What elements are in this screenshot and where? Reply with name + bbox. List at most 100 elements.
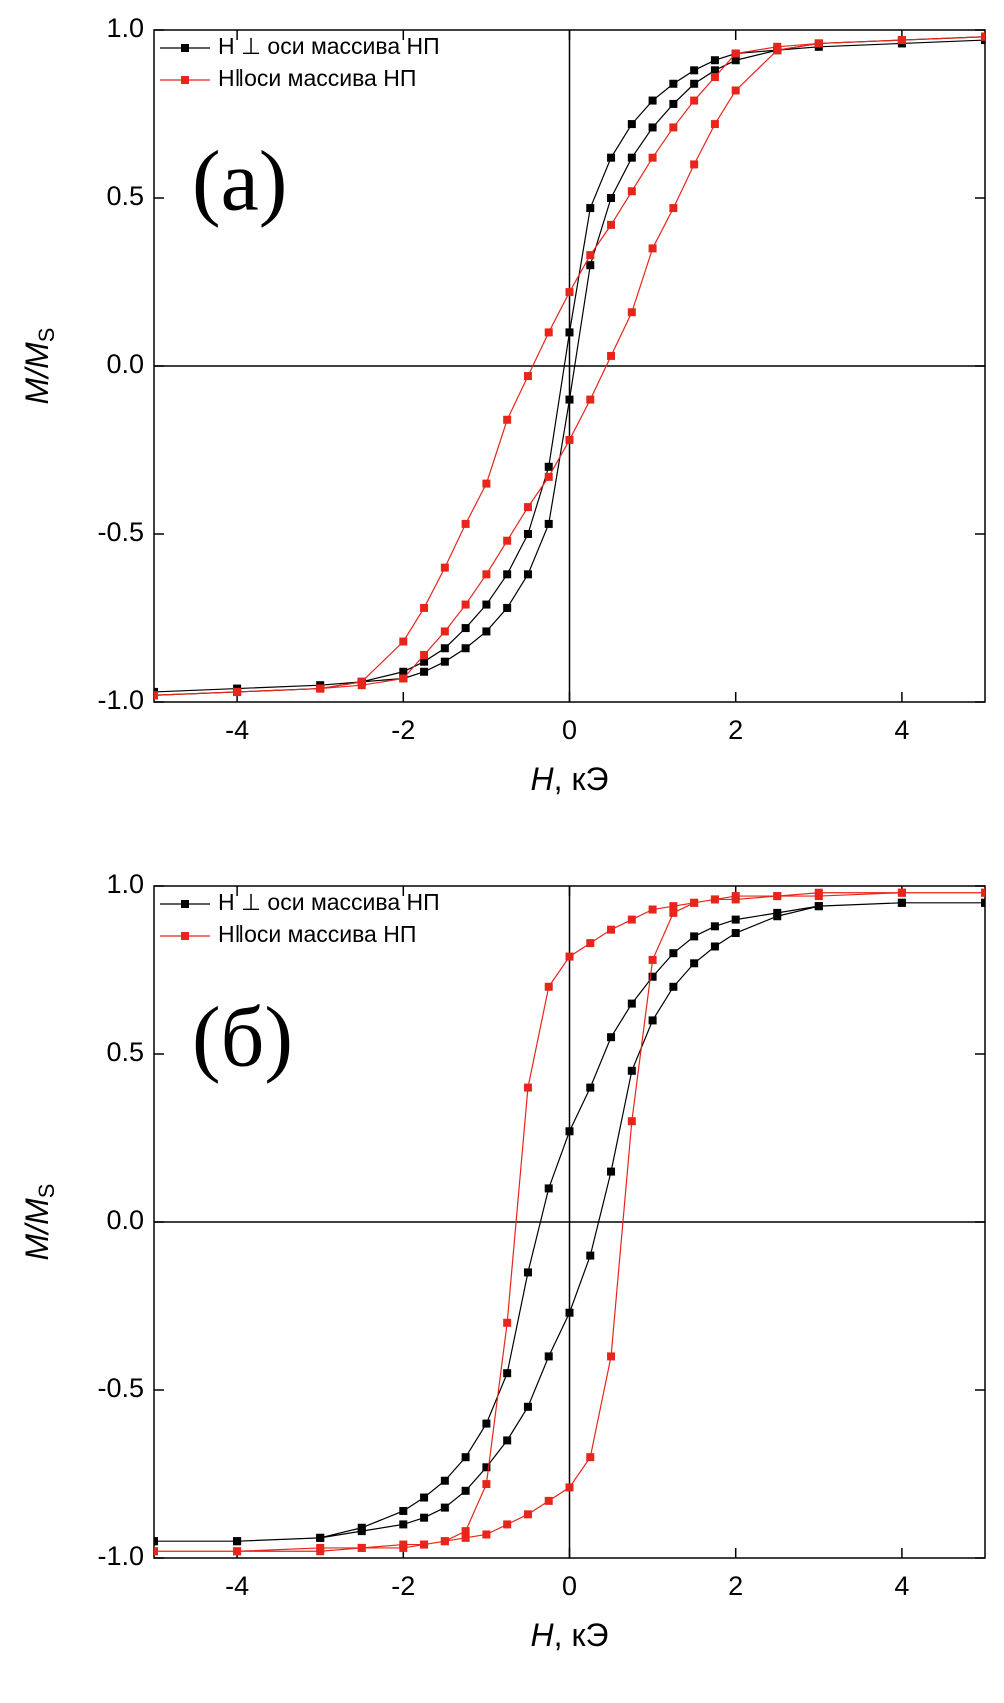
x-axis-label-unit: , кЭ xyxy=(554,1617,609,1653)
point xyxy=(648,905,657,914)
point xyxy=(482,1530,491,1539)
point xyxy=(627,308,636,317)
point xyxy=(503,570,512,579)
legend-marker xyxy=(181,76,189,84)
point xyxy=(627,120,636,129)
point xyxy=(627,187,636,196)
y-axis-label: M/MS xyxy=(19,1184,58,1261)
point xyxy=(607,925,616,934)
point xyxy=(773,46,782,55)
point xyxy=(461,1533,470,1542)
point xyxy=(420,667,429,676)
x-tick-label: -4 xyxy=(225,1571,249,1601)
point xyxy=(648,244,657,253)
point xyxy=(440,627,449,636)
legend-label: H‖оси массива НП xyxy=(218,65,416,91)
point xyxy=(773,912,782,921)
point xyxy=(669,949,678,958)
legend-label: H‖оси массива НП xyxy=(218,921,416,947)
point xyxy=(399,1540,408,1549)
y-axis-label-main: M/M xyxy=(19,342,55,405)
point xyxy=(814,902,823,911)
point xyxy=(523,1402,532,1411)
x-axis-label: H, кЭ xyxy=(531,1617,609,1653)
point xyxy=(690,932,699,941)
y-tick-label: 0.5 xyxy=(106,181,144,211)
x-axis-label-symbol: H xyxy=(531,1617,555,1653)
point xyxy=(627,999,636,1008)
data-layer xyxy=(154,888,985,1556)
y-tick-label: 0.0 xyxy=(106,1205,144,1235)
point xyxy=(586,251,595,260)
y-tick-label: 1.0 xyxy=(106,13,144,43)
point xyxy=(461,624,470,633)
point xyxy=(544,519,553,528)
x-axis-label: H, кЭ xyxy=(531,761,609,797)
point xyxy=(607,1167,616,1176)
point xyxy=(544,1352,553,1361)
point xyxy=(399,1520,408,1529)
point xyxy=(586,395,595,404)
point xyxy=(461,519,470,528)
point xyxy=(731,86,740,95)
point xyxy=(607,194,616,202)
point xyxy=(399,1506,408,1515)
point xyxy=(607,351,616,360)
point xyxy=(669,123,678,132)
point xyxy=(154,691,158,700)
point xyxy=(503,536,512,545)
legend-label: H ⊥ оси массива НП xyxy=(218,33,440,59)
point xyxy=(690,160,699,169)
point xyxy=(420,1540,429,1549)
legend-marker xyxy=(181,932,189,940)
point xyxy=(420,1513,429,1522)
x-tick-label: 4 xyxy=(894,715,909,745)
point xyxy=(648,972,657,981)
point xyxy=(482,570,491,579)
x-tick-label: 4 xyxy=(894,1571,909,1601)
point xyxy=(461,1453,470,1462)
point xyxy=(690,79,699,88)
y-tick-label: 0.5 xyxy=(106,1037,144,1067)
point xyxy=(503,415,512,424)
point xyxy=(565,1483,574,1492)
point xyxy=(523,1268,532,1277)
point xyxy=(648,123,657,132)
point xyxy=(773,892,782,901)
point xyxy=(981,888,985,897)
y-tick-label: -0.5 xyxy=(97,517,144,547)
point xyxy=(482,600,491,609)
y-axis-label-main: M/M xyxy=(19,1198,55,1261)
point xyxy=(731,892,740,901)
point xyxy=(648,96,657,105)
point xyxy=(669,908,678,917)
point xyxy=(648,153,657,162)
point xyxy=(731,929,740,938)
point xyxy=(233,1547,242,1556)
point xyxy=(565,435,574,444)
point xyxy=(544,462,553,471)
y-axis-label-sub: S xyxy=(34,328,59,343)
point xyxy=(420,650,429,659)
point xyxy=(482,1419,491,1428)
point xyxy=(565,288,574,297)
point xyxy=(420,1493,429,1502)
point xyxy=(897,898,906,907)
x-tick-label: 2 xyxy=(728,715,743,745)
point xyxy=(669,982,678,991)
point xyxy=(607,153,616,162)
point xyxy=(690,96,699,105)
point xyxy=(233,1537,242,1546)
point xyxy=(523,1083,532,1092)
point xyxy=(503,603,512,612)
point xyxy=(154,1537,158,1546)
y-tick-label: 1.0 xyxy=(106,869,144,899)
point xyxy=(482,1480,491,1489)
point xyxy=(420,603,429,612)
point xyxy=(607,1352,616,1361)
point xyxy=(710,922,719,931)
point xyxy=(586,1083,595,1092)
point xyxy=(710,120,719,129)
point xyxy=(586,1251,595,1260)
